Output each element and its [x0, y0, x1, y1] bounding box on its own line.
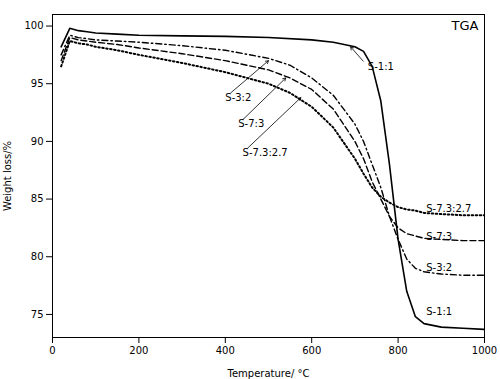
- svg-text:90: 90: [31, 136, 44, 147]
- svg-text:800: 800: [389, 345, 408, 356]
- svg-text:200: 200: [129, 345, 148, 356]
- svg-text:600: 600: [302, 345, 321, 356]
- svg-text:S-7:3: S-7:3: [238, 118, 264, 129]
- svg-text:S-7.3:2.7: S-7.3:2.7: [243, 147, 288, 158]
- svg-text:S-1:1: S-1:1: [426, 306, 452, 317]
- svg-text:75: 75: [31, 309, 44, 320]
- svg-text:100: 100: [24, 20, 43, 31]
- svg-text:S-1:1: S-1:1: [368, 61, 394, 72]
- svg-text:Temperature/ °C: Temperature/ °C: [227, 368, 310, 379]
- svg-text:S-3:2: S-3:2: [426, 262, 452, 273]
- svg-text:400: 400: [216, 345, 235, 356]
- svg-text:95: 95: [31, 78, 44, 89]
- svg-text:S-7:3: S-7:3: [426, 231, 452, 242]
- svg-text:S-7.3:2.7: S-7.3:2.7: [426, 203, 471, 214]
- svg-text:TGA: TGA: [451, 18, 479, 33]
- svg-text:85: 85: [31, 193, 44, 204]
- svg-text:Weight loss/%: Weight loss/%: [2, 141, 13, 211]
- svg-text:S-3:2: S-3:2: [225, 92, 251, 103]
- svg-text:1000: 1000: [472, 345, 497, 356]
- svg-text:80: 80: [31, 251, 44, 262]
- svg-text:0: 0: [49, 345, 55, 356]
